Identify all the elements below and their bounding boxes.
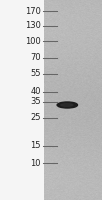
- Text: 55: 55: [30, 70, 41, 78]
- Text: 40: 40: [30, 88, 41, 97]
- Text: 70: 70: [30, 53, 41, 62]
- Ellipse shape: [61, 104, 73, 106]
- Text: 170: 170: [25, 6, 41, 16]
- Bar: [0, 0, 44, 200]
- Text: 100: 100: [25, 36, 41, 46]
- Ellipse shape: [57, 102, 78, 108]
- Text: 130: 130: [25, 21, 41, 30]
- Text: 15: 15: [30, 142, 41, 150]
- Text: 10: 10: [30, 158, 41, 168]
- Text: 25: 25: [30, 114, 41, 122]
- Text: 35: 35: [30, 98, 41, 106]
